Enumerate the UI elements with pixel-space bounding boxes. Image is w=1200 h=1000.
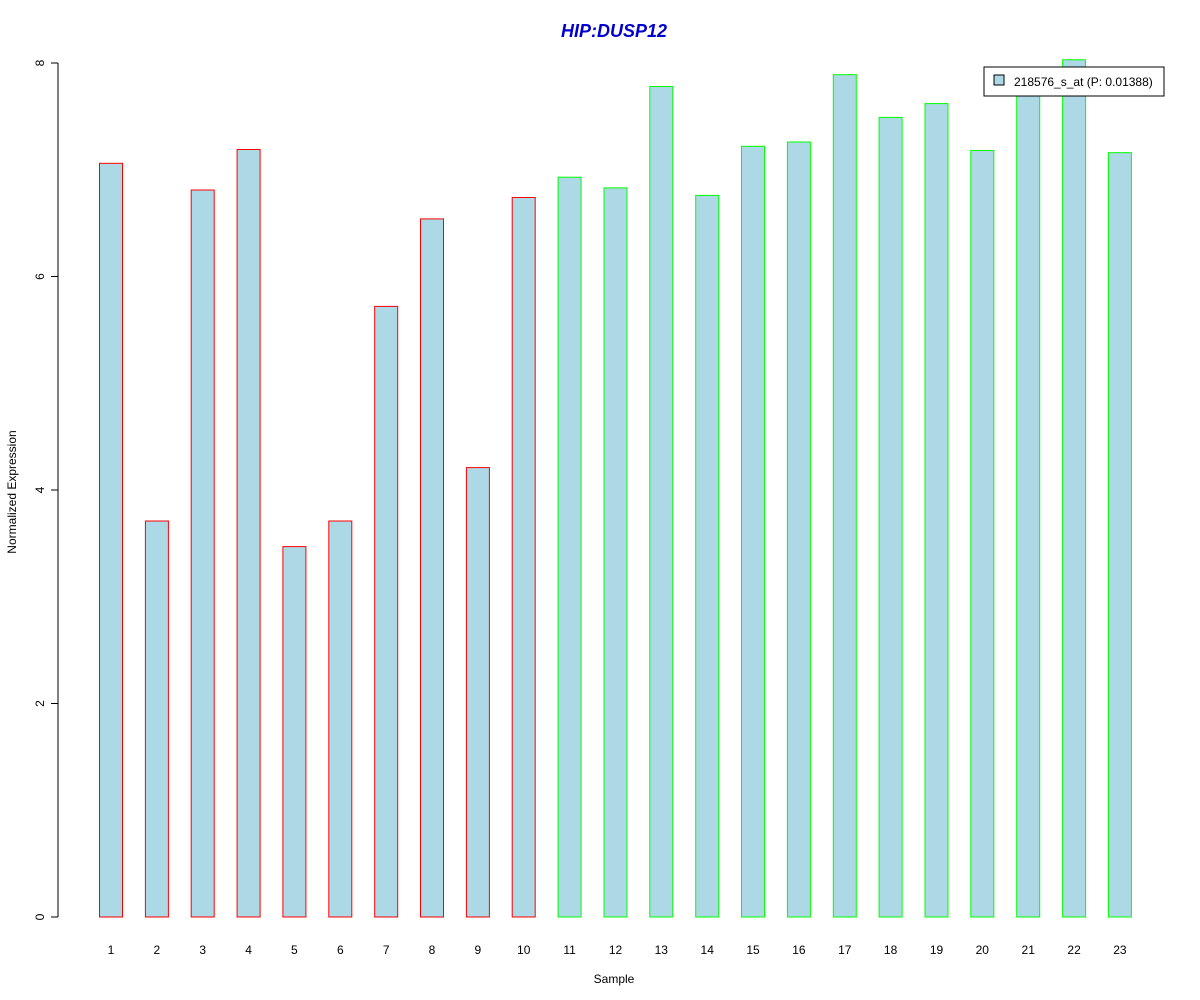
x-tick-label: 10	[517, 943, 531, 957]
x-tick-labels: 1 2 3 4 5 6 7 8 9 10 11 12 13 14 15 16 17 18 19 20 21 22 23	[108, 943, 1127, 957]
bar-sample-1	[99, 162, 123, 918]
bar-sample-9	[465, 467, 490, 918]
y-axis-label: Normalized Expression	[5, 430, 19, 553]
bar-sample-8	[420, 218, 444, 918]
x-tick-label: 15	[746, 943, 760, 957]
x-tick-label: 2	[154, 943, 161, 957]
x-tick-label: 20	[976, 943, 990, 957]
x-tick-label: 21	[1022, 943, 1036, 957]
bars-group	[99, 59, 1132, 918]
x-tick-label: 7	[383, 943, 390, 957]
y-tick-label: 0	[33, 913, 47, 920]
bar-sample-22	[1062, 59, 1087, 918]
bar-sample-23	[1107, 152, 1132, 918]
bar-sample-13	[649, 86, 674, 918]
x-tick-label: 8	[429, 943, 436, 957]
legend-swatch	[993, 74, 1005, 86]
x-tick-label: 19	[930, 943, 944, 957]
bar-sample-11	[557, 176, 582, 918]
y-axis: 0 2 4 6 8	[33, 59, 59, 920]
bar-sample-12	[603, 187, 628, 918]
x-tick-label: 1	[108, 943, 115, 957]
x-tick-label: 17	[838, 943, 852, 957]
x-tick-label: 16	[792, 943, 806, 957]
x-tick-label: 13	[655, 943, 669, 957]
y-tick-label: 6	[33, 273, 47, 280]
x-tick-label: 5	[291, 943, 298, 957]
x-tick-label: 9	[475, 943, 482, 957]
bar-sample-20	[970, 150, 995, 918]
x-tick-label: 4	[245, 943, 252, 957]
bar-sample-16	[786, 141, 811, 918]
x-tick-label: 23	[1113, 943, 1127, 957]
bar-sample-10	[511, 197, 536, 918]
x-tick-label: 14	[701, 943, 715, 957]
chart-title: HIP:DUSP12	[561, 21, 667, 41]
bar-sample-18	[878, 116, 903, 918]
bar-sample-19	[924, 103, 949, 918]
bar-sample-21	[1016, 89, 1041, 918]
x-tick-label: 11	[563, 943, 576, 957]
bar-sample-17	[832, 74, 857, 918]
legend-box	[983, 66, 1165, 97]
bar-sample-2	[144, 520, 169, 918]
legend-label: 218576_s_at (P: 0.01388)	[1014, 75, 1153, 89]
bar-sample-3	[190, 189, 215, 918]
bar-sample-6	[328, 520, 353, 918]
x-tick-label: 6	[337, 943, 344, 957]
bar-sample-7	[374, 305, 399, 918]
bar-sample-4	[236, 149, 261, 918]
bar-sample-14	[695, 194, 720, 918]
y-tick-label: 2	[33, 700, 47, 707]
y-tick-label: 8	[33, 59, 47, 66]
x-tick-label: 12	[609, 943, 623, 957]
bar-sample-15	[741, 145, 765, 918]
y-tick-label: 4	[33, 486, 47, 493]
x-tick-label: 22	[1067, 943, 1081, 957]
x-axis-label: Sample	[594, 972, 635, 986]
bar-sample-5	[282, 546, 307, 918]
x-tick-label: 3	[199, 943, 206, 957]
x-tick-label: 18	[884, 943, 898, 957]
legend: 218576_s_at (P: 0.01388)	[983, 66, 1165, 97]
